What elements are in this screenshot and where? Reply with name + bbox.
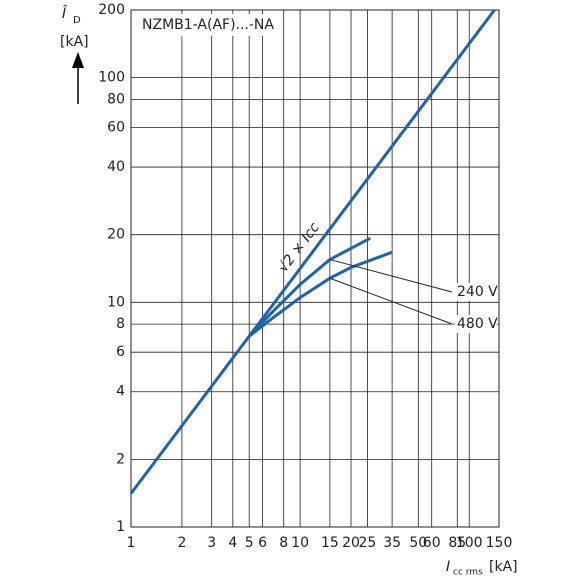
x-tick-label: 15 [321,535,339,551]
x-label-subscript: cc rms [453,568,483,578]
x-tick-label: 150 [486,535,513,551]
x-tick-label: 60 [423,535,441,551]
y-tick-label: 40 [107,159,125,175]
y-tick-label: 10 [107,294,125,310]
lines [129,9,496,495]
leader-line [329,259,453,293]
x-tick-label: 20 [342,535,360,551]
x-tick-label: 10 [291,535,309,551]
y-label-unit: [kA] [60,34,89,50]
y-tick-label: 1 [116,519,125,535]
x-tick-label: 3 [207,535,216,551]
y-tick-label: 4 [116,384,125,400]
x-tick-label: 6 [258,535,267,551]
data-line [129,9,496,495]
x-tick-label: 2 [177,535,186,551]
y-tick-label: 2 [116,451,125,467]
x-tick-label: 50 [409,535,427,551]
title-box [138,14,268,36]
x-tick-label: 1 [127,535,136,551]
x-tick-label: 5 [245,535,254,551]
y-arrowhead [72,52,84,68]
x-tick-label: 35 [383,535,401,551]
y-tick-label: 100 [98,70,125,86]
data-line [248,236,371,338]
x-tick-label: 8 [279,535,288,551]
y-label-symbol: Î [62,4,68,22]
x-tick-label: 100 [456,535,483,551]
x-tick-label: 4 [228,535,237,551]
y-tick-label: 200 [98,2,125,18]
label-box [455,315,497,333]
chart-title: NZMB1-A(AF)...-NA [142,17,274,33]
x-label-symbol: I [446,559,450,575]
x-label-unit: [kA] [489,559,518,575]
y-tick-label: 8 [116,316,125,332]
series-label: 240 V [457,284,498,300]
x-tick-label: 85 [448,535,466,551]
y-label-subscript: D [73,15,81,26]
plot-frame [130,9,500,528]
leader-line [329,277,453,325]
label-box [455,283,497,301]
y-tick-label: 20 [107,227,125,243]
data-line [248,250,393,338]
y-tick-label: 60 [107,119,125,135]
y-tick-label: 80 [107,91,125,107]
x-tick-label: 25 [358,535,376,551]
series-label: 480 V [457,316,498,332]
y-tick-label: 6 [116,344,125,360]
